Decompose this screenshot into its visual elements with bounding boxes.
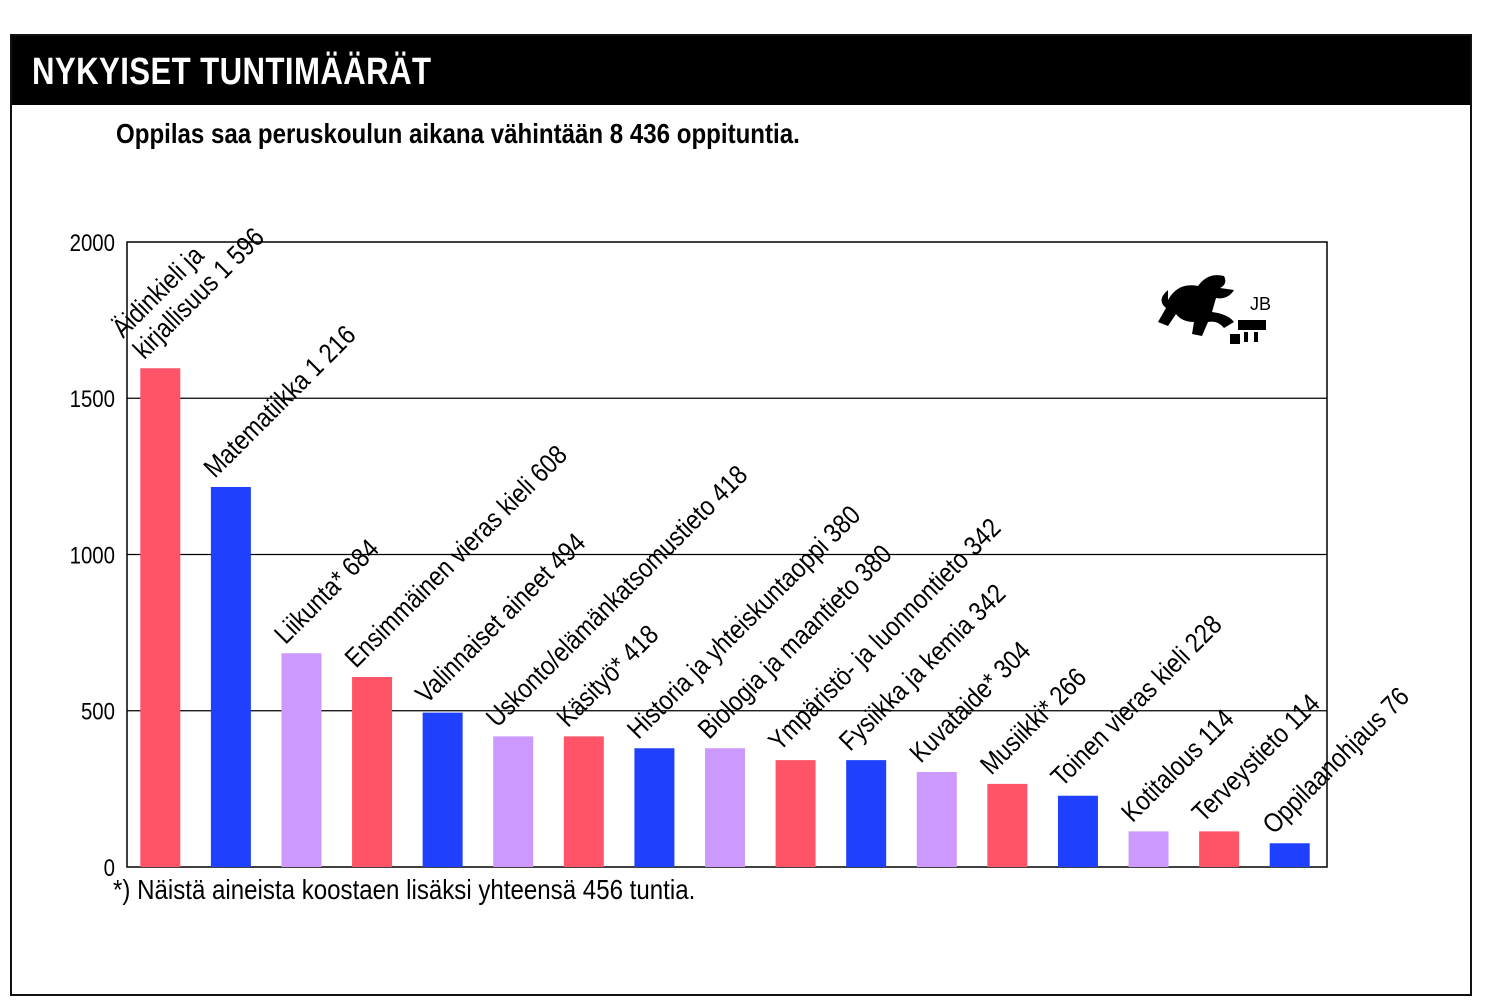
- bar: [210, 487, 251, 867]
- logo-text: JB: [1250, 294, 1271, 314]
- bar: [352, 677, 393, 867]
- y-tick-label: 1000: [70, 542, 115, 569]
- y-tick-label: 500: [81, 698, 115, 725]
- lion-emblem-icon: JB: [1158, 275, 1271, 344]
- bar-label: Matematiikka 1 216: [198, 320, 362, 484]
- bar: [281, 653, 322, 867]
- bar: [987, 783, 1028, 867]
- bar-label: Oppilaanohjaus 76: [1257, 682, 1415, 840]
- bar: [1199, 831, 1240, 867]
- bar: [705, 748, 745, 867]
- bar: [493, 736, 534, 867]
- bar: [846, 760, 887, 867]
- bar: [1057, 795, 1098, 867]
- bar: [634, 748, 675, 867]
- bar: [422, 712, 463, 867]
- publisher-logo: JB: [1150, 250, 1280, 365]
- bar-label-group: Matematiikka 1 216: [198, 320, 362, 484]
- chart-subtitle: Oppilas saa peruskoulun aikana vähintään…: [116, 118, 800, 149]
- bar: [1128, 831, 1169, 867]
- header-title: NYKYISET TUNTIMÄÄRÄT: [32, 51, 432, 93]
- bar: [1269, 843, 1310, 867]
- y-tick-label: 2000: [70, 229, 115, 256]
- header-bar: NYKYISET TUNTIMÄÄRÄT: [12, 36, 1470, 105]
- y-tick-label: 1500: [70, 386, 115, 413]
- bar: [775, 760, 816, 867]
- footnote: *) Näistä aineista koostaen lisäksi yhte…: [113, 874, 696, 905]
- bar: [140, 368, 181, 867]
- bar-label-group: Oppilaanohjaus 76: [1257, 682, 1415, 840]
- bar: [916, 772, 957, 867]
- bar: [563, 736, 604, 867]
- y-tick-label: 0: [104, 854, 115, 881]
